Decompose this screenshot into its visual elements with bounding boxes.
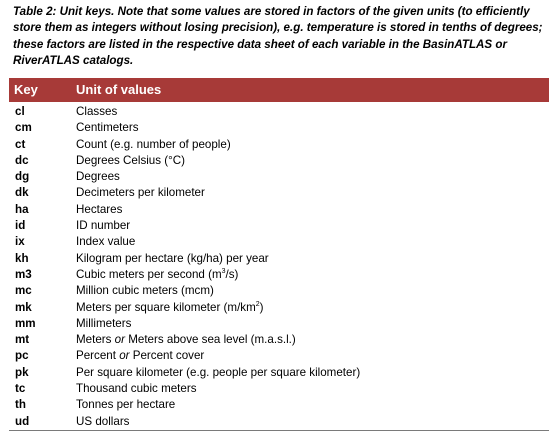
table-row: tc Thousand cubic meters [9, 381, 549, 397]
unit-key: ha [15, 202, 29, 216]
table-row: dc Degrees Celsius (°C) [9, 153, 549, 169]
unit-key: id [15, 219, 26, 233]
unit-text: Meters [76, 333, 112, 347]
unit-key: ix [15, 235, 25, 249]
unit-value: Tonnes per hectare [76, 397, 175, 413]
unit-text: Millimeters [76, 316, 132, 330]
unit-key: dc [15, 153, 29, 167]
unit-text: Per square kilometer (e.g. people per sq… [76, 365, 361, 379]
unit-key: mc [15, 284, 32, 298]
unit-key: ct [15, 137, 26, 151]
header-unit: Unit of values [76, 82, 162, 97]
table-row: ct Count (e.g. number of people) [9, 137, 549, 153]
unit-key: mt [15, 333, 30, 347]
unit-text: Cubic meters per second (m [76, 267, 222, 281]
table-row: pc Percent or Percent cover [9, 348, 549, 364]
unit-value: Millimeters [76, 316, 131, 332]
unit-key: pc [15, 349, 29, 363]
unit-superscript: 3 [221, 268, 226, 276]
unit-text: Classes [76, 105, 118, 118]
table-row: mt Meters or Meters above sea level (m.a.… [9, 332, 549, 348]
unit-value: Meters per square kilometer (m/km2) [76, 300, 264, 316]
unit-value: Centimeters [76, 120, 139, 136]
unit-value: Million cubic meters (mcm) [76, 283, 214, 299]
unit-value: Count (e.g. number of people) [76, 137, 231, 153]
unit-value: Cubic meters per second (m3/s) [76, 267, 238, 283]
unit-text: Percent [76, 349, 116, 363]
unit-text: Index value [76, 235, 136, 249]
table-row: ud US dollars [9, 414, 549, 430]
unit-key: pk [15, 365, 29, 379]
unit-key: mk [15, 300, 32, 314]
unit-key: cl [15, 105, 25, 118]
unit-text: Meters per square kilometer (m/km [76, 300, 256, 314]
table-row: mk Meters per square kilometer (m/km2) [9, 300, 549, 316]
unit-key: ud [15, 414, 30, 428]
unit-value: Classes [76, 104, 117, 120]
unit-value: Meters or Meters above sea level (m.a.s.… [76, 332, 296, 348]
unit-value: Percent or Percent cover [76, 348, 204, 364]
table-row: m3 Cubic meters per second (m3/s) [9, 267, 549, 283]
unit-superscript: 2 [255, 300, 260, 308]
unit-value: Kilogram per hectare (kg/ha) per year [76, 251, 269, 267]
unit-value: US dollars [76, 414, 129, 430]
unit-text: US dollars [76, 414, 130, 428]
unit-text-tail: Percent cover [132, 349, 205, 363]
unit-text: Kilogram per hectare (kg/ha) per year [76, 251, 269, 265]
unit-key: dg [15, 170, 30, 184]
unit-text: Hectares [76, 202, 123, 216]
unit-keys-table: Key Unit of values cl Classes cm Centimeter… [9, 78, 549, 431]
unit-value: Degrees Celsius (°C) [76, 153, 185, 169]
unit-text: Decimeters per kilometer [76, 186, 205, 200]
table-body: cl Classes cm Centimeters ct Count (e.g. numb… [9, 102, 549, 430]
table-row: cl Classes [9, 104, 549, 120]
unit-text-tail: Meters above sea level (m.a.s.l.) [128, 333, 296, 347]
unit-emphasis: or [114, 333, 125, 347]
header-key: Key [14, 82, 38, 97]
table-row: kh Kilogram per hectare (kg/ha) per year [9, 251, 549, 267]
unit-key: tc [15, 382, 26, 396]
unit-value: Thousand cubic meters [76, 381, 197, 397]
unit-text-tail: ) [259, 300, 264, 314]
unit-key: cm [15, 121, 32, 135]
unit-key: th [15, 398, 26, 412]
unit-key: kh [15, 251, 29, 265]
unit-value: Per square kilometer (e.g. people per sq… [76, 365, 360, 381]
unit-text: Million cubic meters (mcm) [76, 284, 214, 298]
unit-text: Centimeters [76, 121, 139, 135]
table-row: cm Centimeters [9, 120, 549, 136]
unit-text-tail: /s) [225, 267, 239, 281]
table-row: th Tonnes per hectare [9, 397, 549, 413]
unit-text: Degrees [76, 170, 120, 184]
table-row: mc Million cubic meters (mcm) [9, 283, 549, 299]
unit-key: dk [15, 186, 29, 200]
unit-text: ID number [76, 219, 131, 233]
unit-text: Thousand cubic meters [76, 382, 197, 396]
table-row: id ID number [9, 218, 549, 234]
unit-value: Degrees [76, 169, 120, 185]
table-header: Key Unit of values [9, 78, 549, 102]
unit-text: Degrees Celsius (°C) [76, 153, 186, 167]
unit-key: m3 [15, 267, 32, 281]
unit-value: ID number [76, 218, 130, 234]
unit-text: Tonnes per hectare [76, 398, 176, 412]
unit-emphasis: or [119, 349, 130, 363]
table-row: pk Per square kilometer (e.g. people per … [9, 365, 549, 381]
unit-key: mm [15, 316, 36, 330]
table-row: ha Hectares [9, 202, 549, 218]
unit-value: Hectares [76, 202, 122, 218]
table-row: ix Index value [9, 234, 549, 250]
unit-value: Decimeters per kilometer [76, 185, 205, 201]
table-caption: Table 2: Unit keys. Note that some value… [13, 5, 543, 68]
table-row: mm Millimeters [9, 316, 549, 332]
table-row: dg Degrees [9, 169, 549, 185]
unit-value: Index value [76, 234, 135, 250]
table-row: dk Decimeters per kilometer [9, 185, 549, 201]
unit-text: Count (e.g. number of people) [76, 137, 231, 151]
